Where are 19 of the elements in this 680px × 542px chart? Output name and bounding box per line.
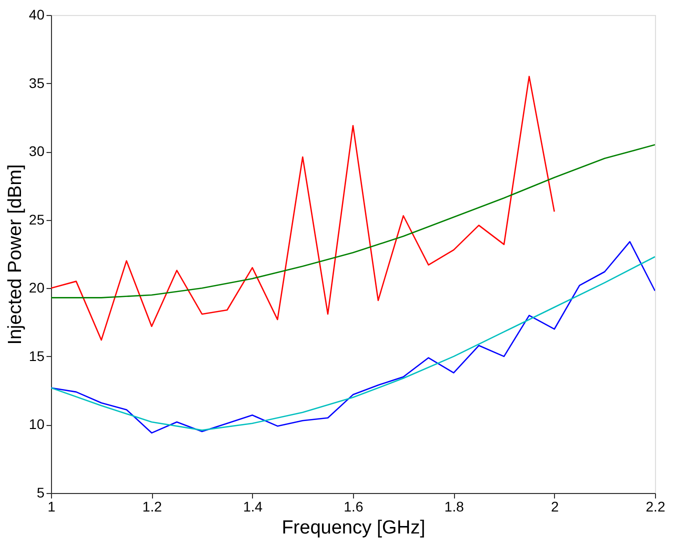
y-tick-label: 5 (36, 484, 45, 500)
x-tick-label: 1 (48, 498, 56, 514)
x-tick-label: 1.6 (344, 498, 364, 514)
x-axis-title: Frequency [GHz] (282, 518, 426, 538)
line-series (51, 144, 655, 298)
y-tick-label: 10 (28, 416, 45, 432)
y-tick-label: 15 (28, 348, 45, 364)
y-tick-label: 30 (28, 143, 45, 160)
x-tick-label: 1.8 (444, 498, 464, 514)
x-tick-label: 2 (550, 498, 559, 514)
y-tick-label: 35 (28, 74, 45, 91)
y-tick-label: 25 (28, 211, 45, 228)
x-tick-label: 1.4 (243, 498, 263, 514)
x-tick-label: 2.2 (646, 498, 666, 514)
y-tick-label: 20 (28, 280, 45, 296)
y-axis-title: Injected Power [dBm] (4, 164, 26, 345)
x-tick-label: 1.2 (142, 498, 162, 514)
line-series (51, 76, 555, 341)
y-tick-label: 40 (28, 6, 45, 22)
